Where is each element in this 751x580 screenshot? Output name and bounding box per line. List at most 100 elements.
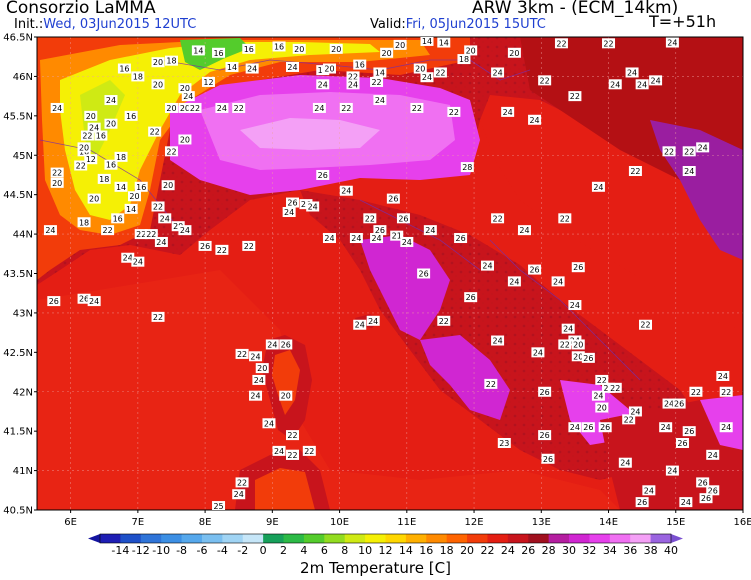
station-value: 24	[628, 406, 642, 417]
svg-text:24: 24	[264, 419, 274, 428]
station-value: 20	[164, 102, 178, 113]
station-value: 24	[480, 260, 494, 271]
station-value: 26	[464, 292, 478, 303]
lat-tick-label: 46N	[13, 72, 33, 83]
svg-text:22: 22	[103, 226, 113, 235]
svg-text:23: 23	[499, 439, 509, 448]
colorbar-swatch	[467, 534, 488, 543]
svg-text:20: 20	[324, 65, 334, 74]
station-value: 22	[232, 102, 246, 113]
station-value: 22	[622, 414, 636, 425]
station-value: 24	[121, 252, 135, 263]
station-value: 22	[370, 76, 384, 87]
station-value: 22	[484, 378, 498, 389]
station-value: 16	[134, 181, 148, 192]
station-value: 22	[151, 201, 165, 212]
svg-text:26: 26	[287, 199, 297, 208]
station-value: 22	[80, 130, 94, 141]
station-value: 22	[302, 445, 316, 456]
svg-text:14: 14	[227, 63, 237, 72]
station-value: 20	[50, 177, 64, 188]
svg-text:24: 24	[348, 80, 358, 89]
svg-text:22: 22	[597, 376, 607, 385]
colorbar-tick-label: -8	[176, 544, 187, 557]
svg-text:20: 20	[415, 65, 425, 74]
svg-text:22: 22	[76, 161, 86, 170]
station-value: 26	[279, 339, 293, 350]
station-value: 22	[151, 311, 165, 322]
svg-text:22: 22	[439, 317, 449, 326]
colorbar-tick-label: 18	[440, 544, 454, 557]
colorbar-tick-label: -2	[237, 544, 248, 557]
station-value: 24	[608, 79, 622, 90]
station-value: 24	[679, 497, 693, 508]
colorbar-swatch	[446, 534, 468, 543]
colorbar-tick-label: 28	[542, 544, 556, 557]
svg-text:16: 16	[119, 65, 129, 74]
svg-text:24: 24	[180, 226, 190, 235]
svg-text:18: 18	[116, 153, 126, 162]
colorbar-swatch	[100, 534, 121, 543]
colorbar-title: 2m Temperature [C]	[300, 559, 451, 577]
station-value: 16	[242, 43, 256, 54]
svg-text:16: 16	[96, 132, 106, 141]
station-value: 21	[390, 230, 404, 241]
svg-text:20: 20	[173, 222, 183, 231]
svg-text:24: 24	[160, 214, 170, 223]
station-value: 24	[635, 79, 649, 90]
svg-text:22: 22	[721, 388, 731, 397]
station-value: 26	[198, 240, 212, 251]
svg-text:26: 26	[637, 498, 647, 507]
svg-text:24: 24	[106, 96, 116, 105]
station-value: 18	[131, 71, 145, 82]
svg-text:18: 18	[133, 72, 143, 81]
svg-text:24: 24	[661, 423, 671, 432]
lon-tick-label: 9E	[266, 517, 279, 528]
lead-time: T=+51h	[649, 12, 717, 31]
svg-text:28: 28	[462, 163, 472, 172]
colorbar-swatch	[303, 534, 325, 543]
station-value: 20	[292, 43, 306, 54]
station-value: 26	[696, 477, 710, 488]
svg-text:22: 22	[486, 380, 496, 389]
svg-text:24: 24	[708, 451, 718, 460]
station-value: 14	[124, 203, 138, 214]
svg-text:20: 20	[79, 143, 89, 152]
station-value: 14	[191, 45, 205, 56]
colorbar-tick-label: 2	[280, 544, 287, 557]
station-value: 14	[114, 181, 128, 192]
svg-text:20: 20	[166, 104, 176, 113]
station-value: 26	[538, 386, 552, 397]
station-value: 26	[581, 422, 595, 433]
station-value: 20	[279, 390, 293, 401]
station-value: 24	[568, 422, 582, 433]
colorbar-swatch	[405, 534, 427, 543]
svg-text:20: 20	[466, 46, 476, 55]
svg-text:16: 16	[355, 61, 365, 70]
station-value: 24	[316, 79, 330, 90]
svg-text:14: 14	[126, 205, 136, 214]
lon-tick-label: 8E	[199, 517, 212, 528]
station-value: 26	[581, 352, 595, 363]
station-value: 16	[117, 63, 131, 74]
station-value: 20	[127, 191, 141, 202]
lat-tick-label: 45.5N	[3, 111, 33, 122]
init-label: Init.:	[14, 17, 44, 32]
svg-text:24: 24	[664, 400, 674, 409]
station-value: 24	[232, 489, 246, 500]
svg-text:20: 20	[257, 364, 267, 373]
colorbar-tick-label: 0	[260, 544, 267, 557]
svg-text:26: 26	[540, 388, 550, 397]
colorbar-tick-label: 34	[603, 544, 617, 557]
lat-tick-label: 43.5N	[3, 269, 33, 280]
svg-text:24: 24	[183, 92, 193, 101]
colorbar-tick-label: 16	[419, 544, 433, 557]
svg-text:22: 22	[348, 72, 358, 81]
svg-text:26: 26	[200, 242, 210, 251]
svg-text:24: 24	[529, 116, 539, 125]
svg-text:24: 24	[355, 321, 365, 330]
station-value: 24	[665, 37, 679, 48]
station-value: 16	[212, 47, 226, 58]
svg-text:20: 20	[52, 179, 62, 188]
svg-text:22: 22	[492, 214, 502, 223]
